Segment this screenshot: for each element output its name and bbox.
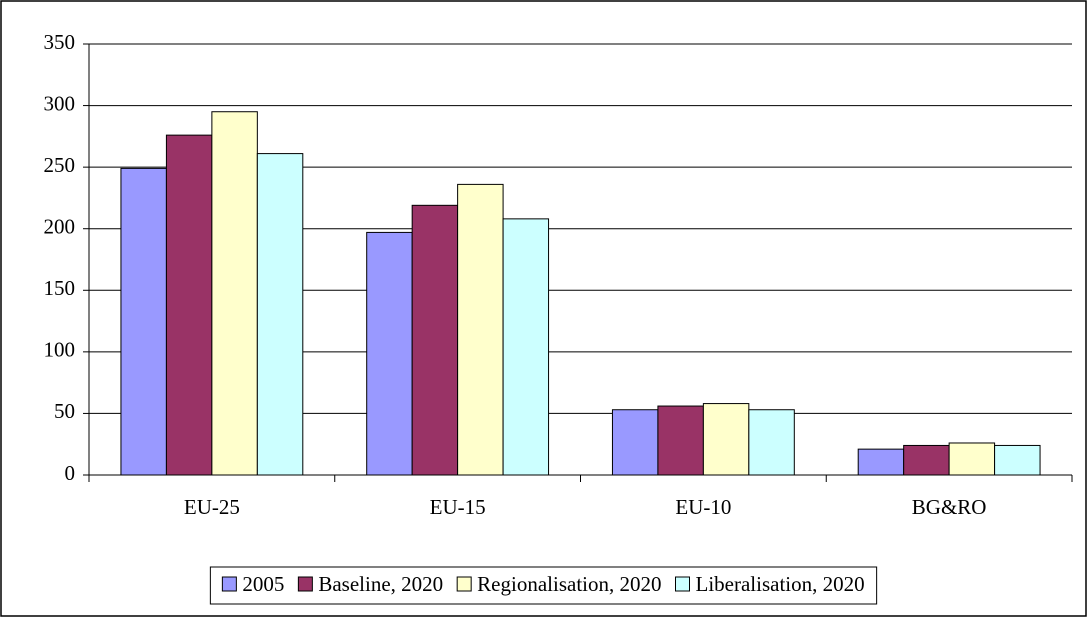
legend-swatch xyxy=(297,576,313,592)
y-tick-label: 250 xyxy=(44,153,76,177)
y-tick-label: 50 xyxy=(54,399,75,423)
bar xyxy=(657,405,704,476)
legend-swatch xyxy=(221,576,237,592)
bar xyxy=(903,444,950,476)
y-tick-label: 100 xyxy=(44,338,76,362)
bar xyxy=(165,134,213,476)
bar xyxy=(611,409,659,476)
y-tick-label: 350 xyxy=(44,30,76,54)
bar xyxy=(948,442,996,476)
bar xyxy=(211,111,258,476)
bar xyxy=(748,409,795,476)
bar xyxy=(857,448,905,476)
x-tick-label: EU-25 xyxy=(184,495,240,519)
legend-swatch xyxy=(456,576,472,592)
bar xyxy=(502,218,550,476)
bar xyxy=(702,403,750,476)
y-tick-label: 200 xyxy=(44,215,76,239)
bar xyxy=(411,204,459,476)
bar xyxy=(457,183,504,476)
y-tick-label: 150 xyxy=(44,276,76,300)
bar xyxy=(256,153,304,476)
x-tick-label: EU-15 xyxy=(430,495,486,519)
legend-label: Baseline, 2020 xyxy=(318,572,443,596)
y-tick-label: 300 xyxy=(44,91,76,115)
y-tick-label: 0 xyxy=(65,461,76,485)
x-tick-label: BG&RO xyxy=(912,495,987,519)
bar xyxy=(366,231,413,476)
bar xyxy=(120,167,167,476)
x-tick-label: EU-10 xyxy=(675,495,731,519)
legend-swatch xyxy=(675,576,690,592)
bar xyxy=(994,444,1041,476)
legend-box xyxy=(209,566,878,605)
legend-label: 2005 xyxy=(242,572,284,596)
legend-label: Liberalisation, 2020 xyxy=(696,572,865,596)
legend-label: Regionalisation, 2020 xyxy=(477,572,661,596)
